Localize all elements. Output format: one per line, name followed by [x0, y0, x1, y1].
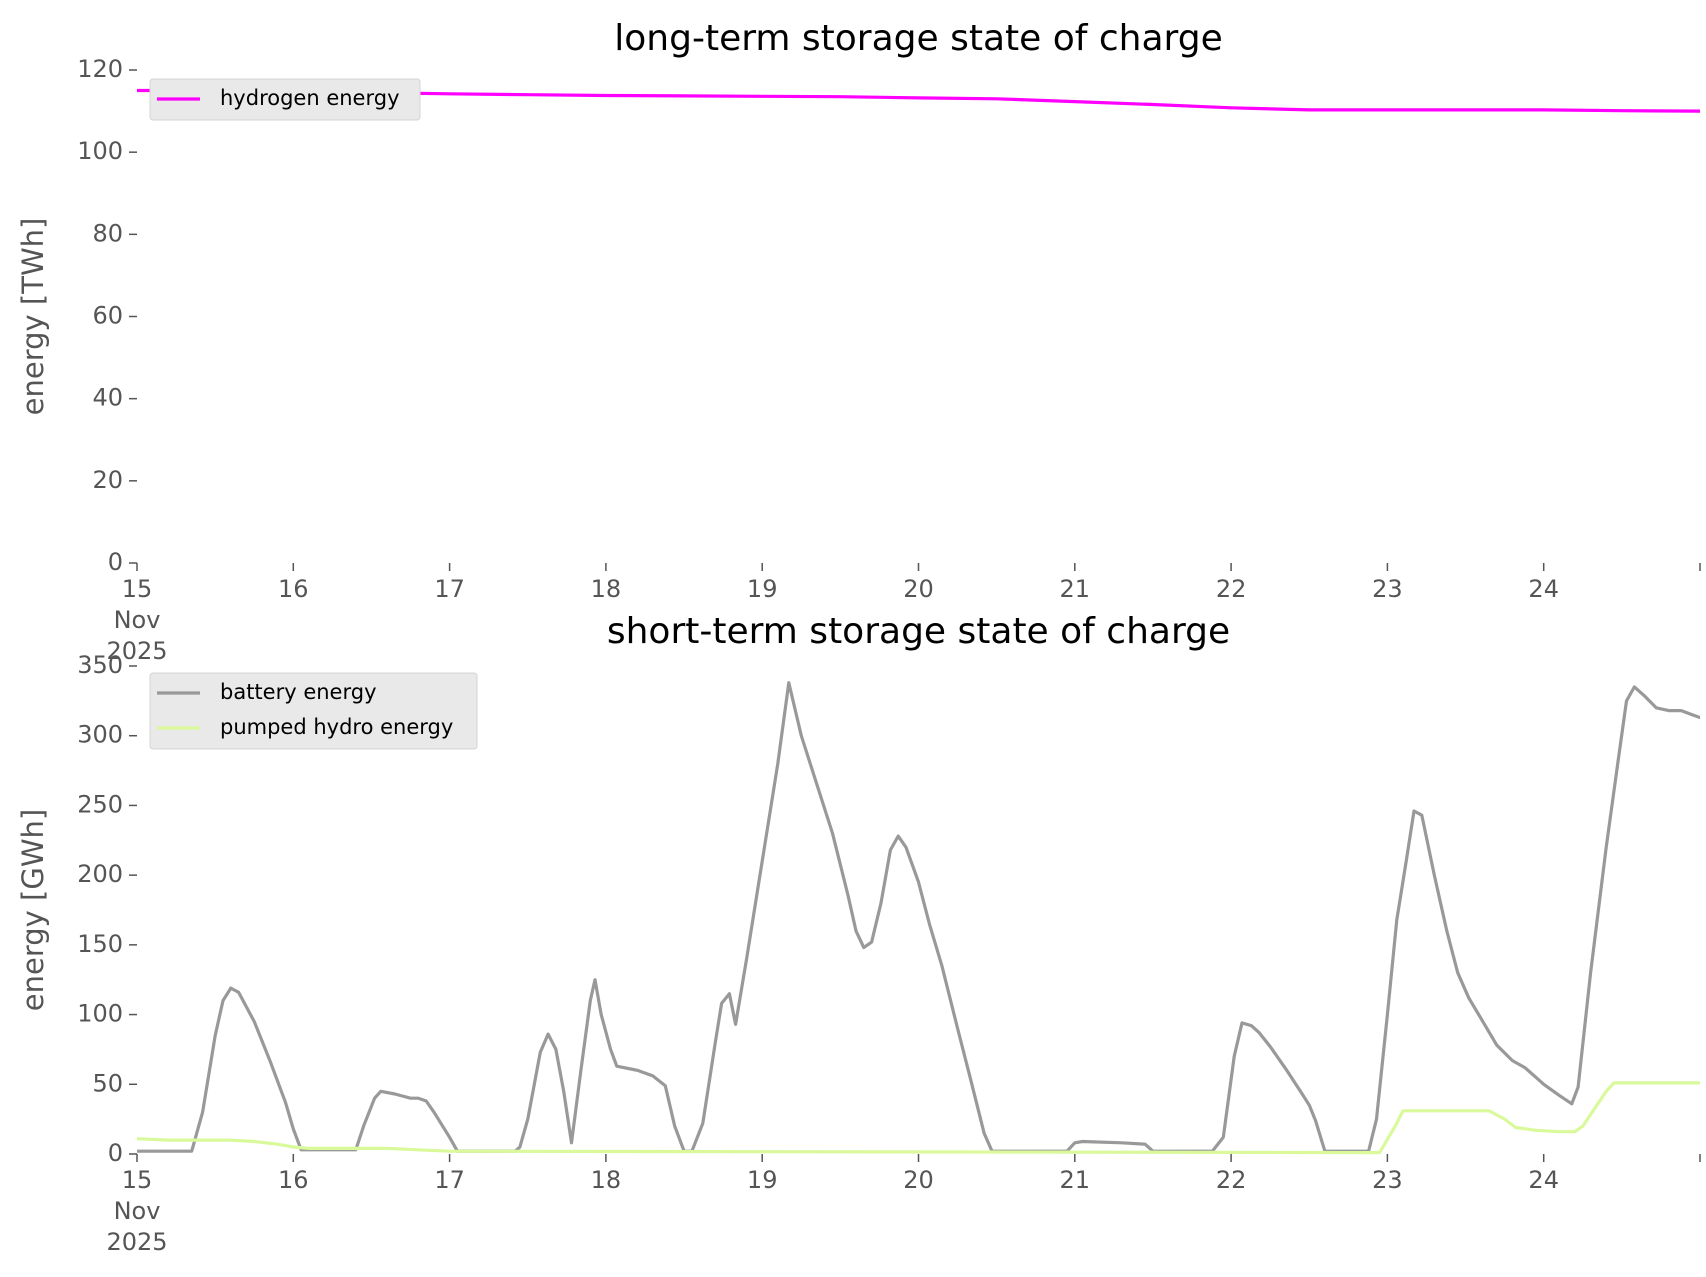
- y-tick-label: 60: [92, 302, 123, 330]
- x-tick-label: 21: [1060, 575, 1091, 603]
- y-axis-label: energy [GWh]: [16, 809, 50, 1011]
- y-tick-label: 300: [77, 721, 123, 749]
- pumped-hydro-energy-line: [137, 1081, 1700, 1155]
- x-tick-label: 19: [747, 1166, 778, 1194]
- x-axis: 15 Nov 2025 16 17 18 19 20 21 22 23 24: [106, 563, 1701, 665]
- y-tick-label: 0: [108, 1139, 123, 1167]
- x-tick-label: 16: [278, 1166, 309, 1194]
- x-axis: 15 Nov 2025 16 17 18 19 20 21 22 23 24: [106, 1154, 1701, 1256]
- y-tick-label: 20: [92, 466, 123, 494]
- plot-area: [137, 681, 1700, 1155]
- chart-title: long-term storage state of charge: [614, 18, 1222, 59]
- y-tick-label: 150: [77, 930, 123, 958]
- legend: battery energy pumped hydro energy: [149, 672, 478, 750]
- y-tick-label: 0: [108, 548, 123, 576]
- x-tick-label: 23: [1372, 575, 1403, 603]
- y-tick-label: 50: [92, 1069, 123, 1097]
- y-axis-label: energy [TWh]: [16, 218, 50, 416]
- legend-label: pumped hydro energy: [220, 715, 453, 739]
- legend-label: battery energy: [220, 680, 377, 704]
- x-tick-label: 23: [1372, 1166, 1403, 1194]
- x-tick-label: 22: [1216, 1166, 1247, 1194]
- y-tick-label: 200: [77, 860, 123, 888]
- x-tick-label: 21: [1060, 1166, 1091, 1194]
- short-term-storage-chart: short-term storage state of charge energ…: [16, 611, 1701, 1256]
- x-tick-label: 20: [903, 575, 934, 603]
- x-tick-label: 16: [278, 575, 309, 603]
- y-axis: 0 50 100 150 200 250 300 350: [77, 651, 137, 1167]
- y-tick-label: 100: [77, 1000, 123, 1028]
- x-tick-label: 18: [591, 1166, 622, 1194]
- legend-box: [149, 672, 478, 750]
- x-tick-label: 17: [434, 1166, 465, 1194]
- y-tick-label: 250: [77, 790, 123, 818]
- x-tick-label: 24: [1528, 575, 1559, 603]
- x-tick-label: 15 Nov 2025: [106, 575, 167, 665]
- y-tick-label: 350: [77, 651, 123, 679]
- y-axis: 0 20 40 60 80 100 120: [77, 55, 137, 576]
- x-tick-label: 22: [1216, 575, 1247, 603]
- x-tick-label: 24: [1528, 1166, 1559, 1194]
- long-term-storage-chart: long-term storage state of charge energy…: [16, 18, 1701, 665]
- legend-label: hydrogen energy: [220, 86, 400, 110]
- x-tick-label: 17: [434, 575, 465, 603]
- y-tick-label: 80: [92, 219, 123, 247]
- x-tick-label: 20: [903, 1166, 934, 1194]
- legend-box: [149, 78, 421, 121]
- legend: hydrogen energy: [149, 78, 421, 121]
- battery-energy-line: [137, 681, 1700, 1153]
- y-tick-label: 100: [77, 137, 123, 165]
- chart-title: short-term storage state of charge: [607, 611, 1230, 652]
- x-tick-label: 18: [591, 575, 622, 603]
- y-tick-label: 120: [77, 55, 123, 83]
- x-tick-label: 19: [747, 575, 778, 603]
- x-tick-label: 15 Nov 2025: [106, 1166, 167, 1256]
- y-tick-label: 40: [92, 384, 123, 412]
